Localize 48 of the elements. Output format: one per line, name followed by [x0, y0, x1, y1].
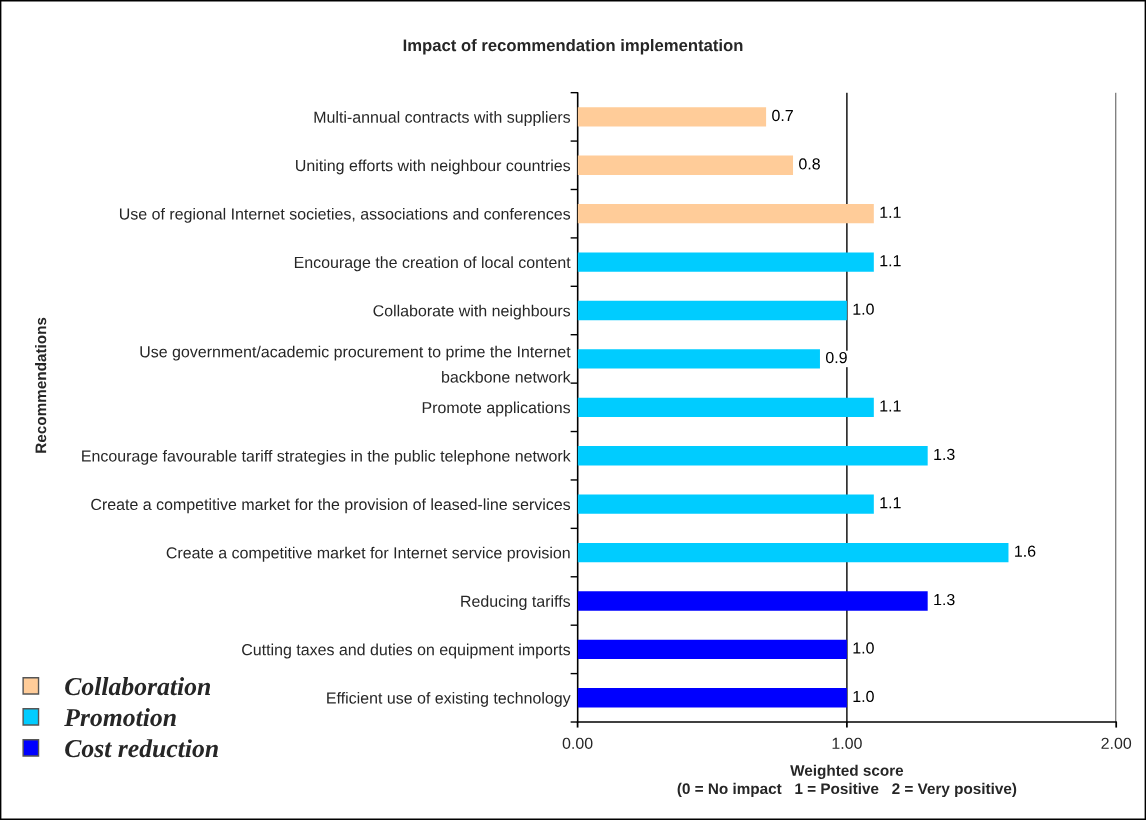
bar [577, 688, 847, 708]
data-label: 1.1 [880, 206, 901, 218]
y-tick-label: Create a competitive market for the provision of leased-line services [91, 498, 571, 514]
x-tick-label: 1.00 [832, 737, 862, 750]
data-label: 1.1 [880, 497, 901, 509]
bar [577, 204, 874, 224]
y-axis-title: Recommendations [35, 317, 47, 453]
x-tick-label: 2.00 [1101, 737, 1132, 750]
y-tick-label: Encourage favourable tariff strategies in the public telephone network [82, 449, 571, 465]
chart-title: Impact of recommendation implementation [403, 38, 743, 55]
bar [577, 155, 794, 175]
y-tick-label: Efficient use of existing technology [327, 692, 571, 707]
bar [577, 397, 874, 418]
y-tick-label: Reducing tariffs [461, 595, 571, 611]
data-label: 0.7 [772, 109, 793, 122]
bar [577, 446, 928, 466]
data-label: 1.1 [880, 255, 901, 267]
data-label: 1.3 [934, 448, 955, 461]
data-label: 1.0 [853, 303, 874, 315]
y-tick-label: Collaborate with neighbours [373, 304, 571, 320]
data-label: 1.1 [880, 400, 901, 412]
x-axis-title: Weighted score (0 = No impact 1 = Positive 2 = Very positive) [677, 764, 1017, 798]
legend-label: Cost reduction [65, 739, 218, 758]
y-tick-label: Encourage the creation of local content [294, 256, 571, 272]
bar [577, 349, 820, 369]
bar [577, 300, 847, 321]
data-label: 1.3 [934, 593, 955, 606]
legend-label: Promotion [64, 708, 176, 727]
data-label: 1.0 [853, 690, 874, 703]
y-tick-label: Cutting taxes and duties on equipment imports [242, 643, 571, 659]
y-tick-label: Multi-annual contracts with suppliers [314, 111, 571, 126]
data-label: 0.8 [799, 158, 820, 170]
y-tick-label: Use of regional Internet societies, associations and conferences [119, 207, 571, 223]
x-tick-label: 0.00 [562, 737, 593, 750]
data-label: 1.0 [853, 642, 874, 654]
bar [577, 107, 767, 127]
y-tick-label: Uniting efforts with neighbour countries [296, 159, 571, 175]
bar [577, 494, 874, 514]
bar [577, 639, 847, 660]
bar [577, 591, 928, 611]
bar [577, 252, 874, 272]
data-label: 0.9 [825, 351, 847, 364]
legend-label: Collaboration [65, 677, 211, 696]
data-label: 1.6 [1015, 545, 1036, 557]
y-tick-label: Promote applications [422, 401, 571, 417]
y-tick-label: Use government/academic procurement to prime the Internet backbone network [140, 345, 571, 383]
y-tick-label: Create a competitive market for Internet service provision [166, 546, 570, 562]
bar [577, 542, 1009, 563]
